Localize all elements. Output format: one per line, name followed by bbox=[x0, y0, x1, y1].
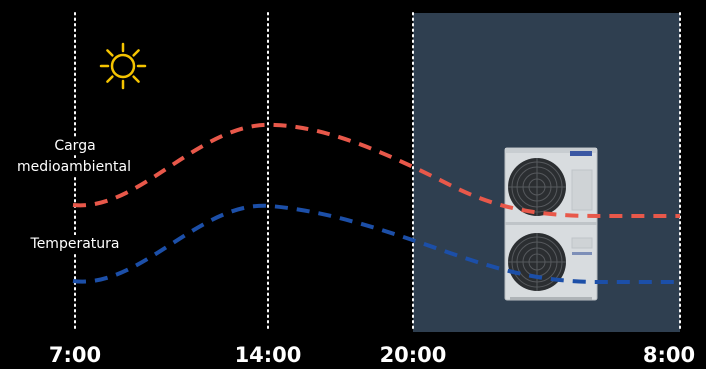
temperature-curve bbox=[72, 203, 680, 284]
load-curve bbox=[72, 122, 680, 218]
load-label-line2: medioambiental bbox=[6, 158, 142, 176]
sun-icon bbox=[99, 42, 147, 90]
outdoor-unit-image bbox=[504, 147, 598, 301]
time-label-2pm: 14:00 bbox=[234, 343, 302, 367]
time-label-7am: 7:00 bbox=[48, 343, 102, 367]
time-label-8pm: 20:00 bbox=[379, 343, 447, 367]
load-label-line1: Carga bbox=[40, 137, 110, 155]
temperature-label: Temperatura bbox=[20, 235, 130, 253]
time-label-8am: 8:00 bbox=[642, 343, 696, 367]
